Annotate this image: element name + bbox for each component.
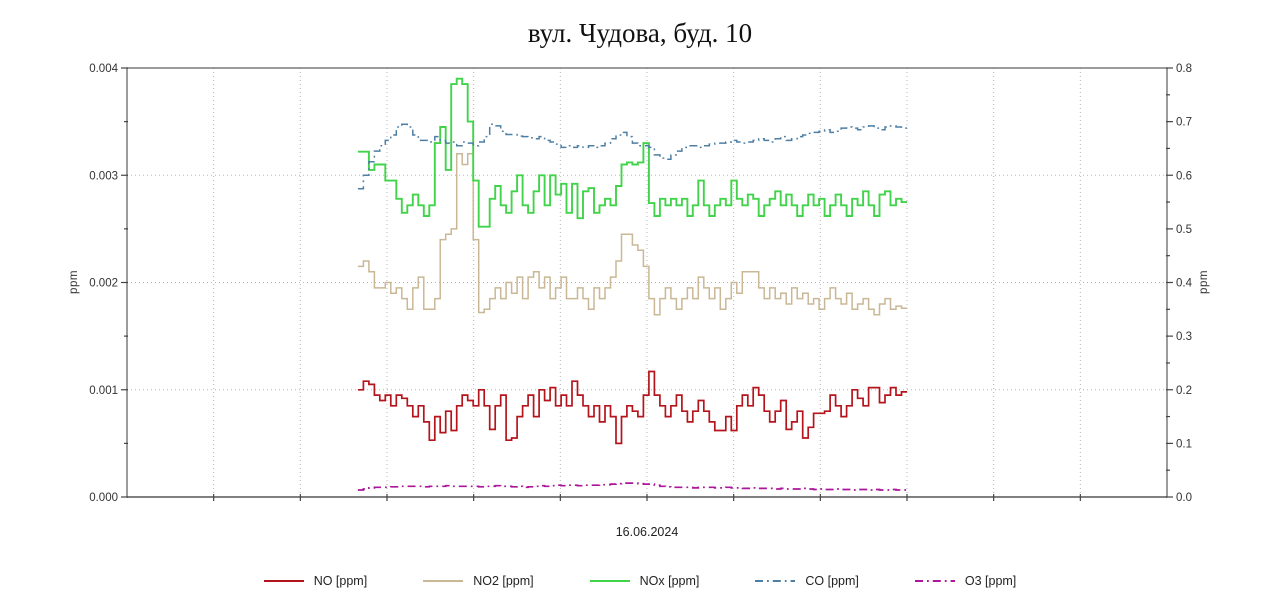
chart-title: вул. Чудова, буд. 10 — [527, 18, 753, 48]
legend-item-nox-ppm: NOx [ppm] — [589, 574, 700, 588]
legend-label: O3 [ppm] — [964, 574, 1017, 588]
y-axis-right-tick-label: 0.4 — [1176, 278, 1193, 290]
legend: NO [ppm] NO2 [ppm] NOx [ppm] CO [ppm] O3 [pp… — [0, 574, 1280, 588]
y-axis-left-tick-label: 0.001 — [89, 385, 118, 397]
series-line-no-ppm — [357, 370, 907, 445]
y-axis-right-tick-label: 0.0 — [1176, 492, 1192, 504]
legend-label: NO [ppm] — [313, 574, 368, 588]
y-axis-right-tick-label: 0.8 — [1176, 63, 1192, 75]
y-axis-right-tick-label: 0.2 — [1176, 385, 1192, 397]
legend-item-no2-ppm: NO2 [ppm] — [423, 574, 534, 588]
legend-item-o3-ppm: O3 [ppm] — [914, 574, 1017, 588]
x-axis-date-label: 16.06.2024 — [615, 525, 679, 539]
legend-swatch-line — [914, 580, 955, 582]
y-axis-right-label: ppm — [1197, 270, 1210, 294]
y-axis-left-tick-label: 0.003 — [89, 170, 118, 182]
series-line-co-ppm — [357, 123, 907, 190]
legend-swatch-line — [423, 580, 464, 582]
series-line-no2-ppm — [357, 153, 907, 316]
legend-swatch-line — [755, 580, 796, 582]
y-axis-left-tick-label: 0.004 — [89, 63, 118, 75]
legend-item-co-ppm: CO [ppm] — [755, 574, 859, 588]
legend-label: NO2 [ppm] — [473, 574, 534, 588]
series-line-nox-ppm — [357, 77, 907, 228]
legend-label: NOx [ppm] — [639, 574, 700, 588]
series-line-o3-ppm — [357, 482, 907, 491]
legend-item-no-ppm: NO [ppm] — [263, 574, 368, 588]
y-axis-right-tick-label: 0.3 — [1176, 331, 1192, 343]
legend-label: CO [ppm] — [805, 574, 859, 588]
y-axis-left-label: ppm — [67, 270, 80, 294]
y-axis-right-tick-label: 0.1 — [1176, 438, 1192, 450]
y-axis-left-tick-label: 0.000 — [89, 492, 118, 504]
legend-swatch-line — [263, 580, 304, 582]
y-axis-right-tick-label: 0.7 — [1176, 117, 1192, 129]
y-axis-left-tick-label: 0.002 — [89, 278, 118, 290]
y-axis-right-tick-label: 0.5 — [1176, 224, 1192, 236]
legend-swatch-line — [589, 580, 630, 582]
y-axis-right-tick-label: 0.6 — [1176, 170, 1192, 182]
